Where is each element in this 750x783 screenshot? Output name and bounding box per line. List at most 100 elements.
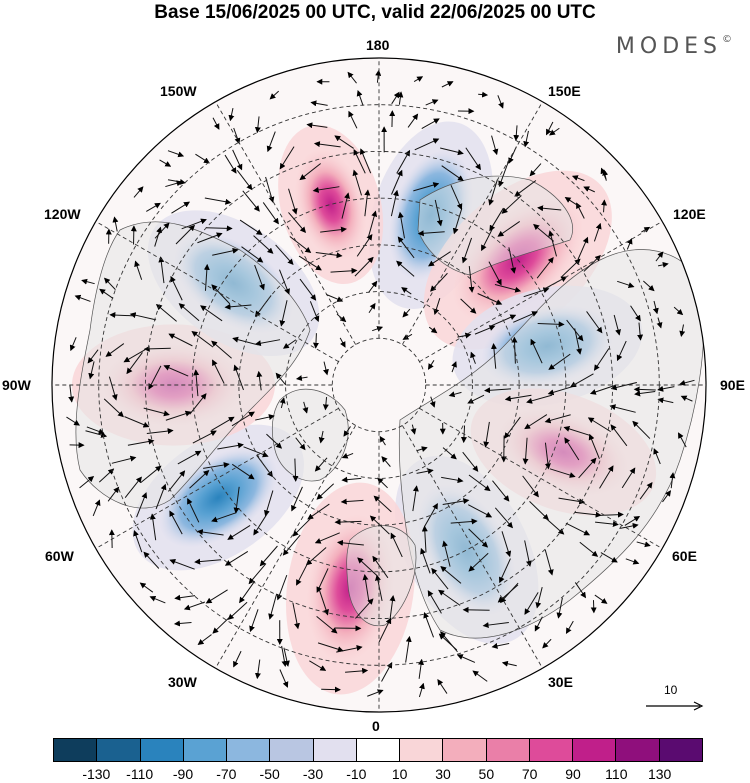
wind-vector xyxy=(139,582,154,593)
wind-vector xyxy=(442,540,451,567)
colorbar-tick-label: -50 xyxy=(259,766,280,782)
wind-vector xyxy=(375,69,382,83)
wind-vector xyxy=(556,597,563,619)
wind-vector xyxy=(340,498,364,505)
wind-vector xyxy=(609,404,636,413)
wind-vector xyxy=(105,343,125,357)
wind-vector xyxy=(468,528,489,548)
positive-anomaly xyxy=(278,125,384,284)
meridian-line xyxy=(95,221,339,363)
lon-label-150w: 150W xyxy=(160,83,197,99)
wind-vector xyxy=(583,186,595,193)
wind-vector xyxy=(165,180,183,188)
wind-vector xyxy=(158,256,165,284)
wind-vector xyxy=(173,620,192,627)
wind-vector xyxy=(610,424,628,447)
wind-vector xyxy=(231,411,255,427)
wind-vector xyxy=(224,303,252,310)
wind-vector xyxy=(440,147,464,156)
wind-vector xyxy=(441,165,464,182)
wind-vector xyxy=(621,467,636,489)
wind-vector xyxy=(81,278,95,285)
colorbar-swatch xyxy=(54,739,98,761)
wind-vector xyxy=(549,127,560,136)
lon-label-30w: 30W xyxy=(168,674,197,690)
wind-vector xyxy=(669,472,676,489)
wind-vector xyxy=(140,465,162,484)
wind-vector xyxy=(322,396,329,411)
wind-vector xyxy=(127,438,155,446)
wind-vector xyxy=(437,679,448,694)
wind-vector xyxy=(565,522,591,536)
wind-vector xyxy=(266,433,283,449)
wind-vector xyxy=(594,594,608,604)
wind-vector xyxy=(474,325,496,335)
wind-vector xyxy=(548,353,571,370)
colorbar-swatch xyxy=(529,739,574,761)
wind-vector xyxy=(165,410,192,421)
wind-vector xyxy=(279,669,289,688)
colorbar xyxy=(53,738,703,762)
wind-vector xyxy=(501,660,517,667)
wind-vector xyxy=(601,199,608,213)
wind-vector xyxy=(313,141,341,148)
wind-vector xyxy=(537,321,565,328)
wind-vector xyxy=(468,266,475,293)
wind-vector xyxy=(470,351,476,364)
wind-vector xyxy=(653,448,661,465)
wind-vector xyxy=(233,486,240,514)
wind-vector xyxy=(410,424,417,435)
wind-vector xyxy=(433,298,441,316)
wind-vector xyxy=(421,118,440,129)
wind-vector xyxy=(657,261,669,268)
wind-vector xyxy=(174,594,196,601)
wind-vector xyxy=(288,188,298,215)
wind-vector xyxy=(292,458,299,482)
polar-map xyxy=(51,57,707,713)
wind-vector xyxy=(227,601,248,620)
wind-vector xyxy=(391,91,400,105)
wind-vector xyxy=(291,486,303,512)
wind-vector xyxy=(524,414,548,430)
colorbar-tick-label: -110 xyxy=(126,766,154,782)
wind-vector xyxy=(680,395,693,402)
wind-vector xyxy=(211,416,235,431)
wind-vector xyxy=(108,376,118,401)
wind-vector xyxy=(571,175,585,182)
wind-vectors xyxy=(66,69,695,698)
wind-vector xyxy=(565,620,574,635)
wind-vector xyxy=(253,235,274,254)
wind-vector xyxy=(203,462,230,469)
wind-vector xyxy=(626,238,633,250)
colorbar-tick-label: 30 xyxy=(435,766,451,782)
wind-vector xyxy=(254,116,261,134)
wind-vector xyxy=(269,90,280,100)
wind-vector xyxy=(368,210,378,237)
wind-vector xyxy=(194,558,222,565)
wind-vector xyxy=(448,391,462,398)
wind-vector xyxy=(254,264,265,291)
wind-vector xyxy=(224,551,249,566)
wind-vector xyxy=(441,81,454,88)
wind-vector xyxy=(232,149,243,171)
lon-label-150e: 150E xyxy=(548,83,581,99)
wind-vector xyxy=(488,261,502,286)
wind-vector xyxy=(254,659,261,680)
wind-vector xyxy=(484,387,512,394)
wind-vector xyxy=(264,490,274,517)
wind-vector xyxy=(673,306,684,316)
wind-vector xyxy=(197,634,212,645)
wind-vector xyxy=(181,218,207,230)
wind-vector xyxy=(401,287,412,295)
lon-label-90e: 90E xyxy=(720,377,745,393)
wind-vector xyxy=(397,211,406,239)
colorbar-swatch xyxy=(183,739,228,761)
wind-vector xyxy=(236,170,253,191)
wind-vector xyxy=(472,670,488,682)
wind-vector xyxy=(504,394,532,402)
wind-vector xyxy=(316,615,338,634)
wind-vector xyxy=(242,190,260,212)
colorbar-tick-label: 70 xyxy=(521,766,538,782)
wind-vector xyxy=(637,322,644,341)
wind-vector xyxy=(315,252,343,259)
